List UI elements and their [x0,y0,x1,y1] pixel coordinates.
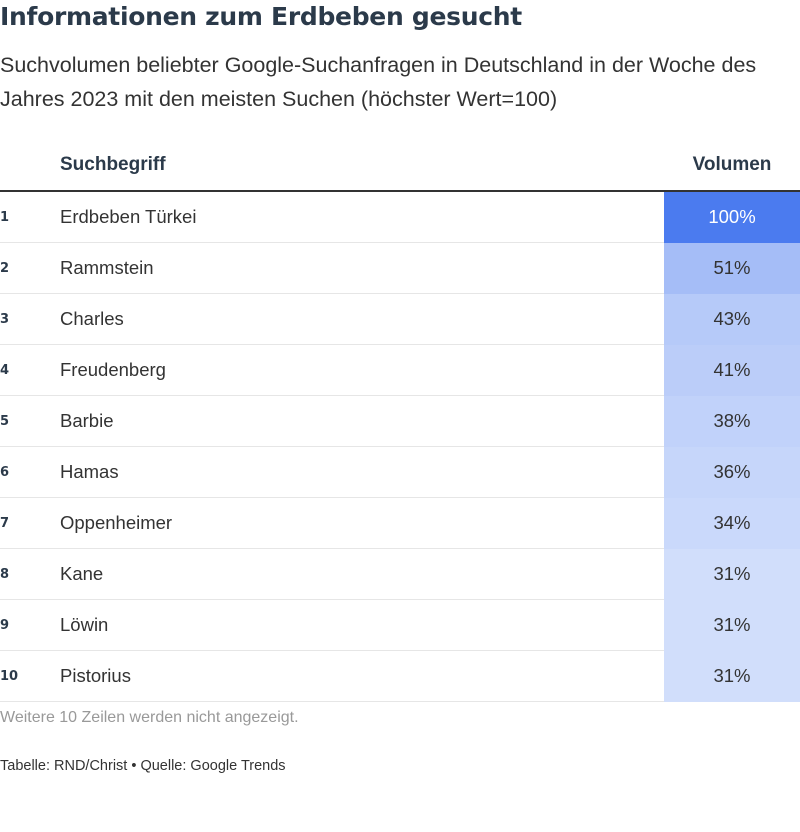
table-row: 9 Löwin 31% [0,599,800,651]
rank-cell: 8 [0,548,60,600]
search-term-cell: Oppenheimer [60,497,664,549]
search-term-cell: Charles [60,293,664,345]
volume-cell: 43% [664,293,800,345]
search-term-cell: Hamas [60,446,664,498]
volume-cell: 100% [664,191,800,243]
volume-cell: 31% [664,650,800,702]
volume-cell: 36% [664,446,800,498]
hidden-rows-note: Weitere 10 Zeilen werden nicht angezeigt… [0,709,299,726]
rank-cell: 4 [0,344,60,396]
column-header-term: Suchbegriff [60,140,664,192]
table-row: 2 Rammstein 51% [0,242,800,294]
rank-cell: 2 [0,242,60,294]
search-term-cell: Kane [60,548,664,600]
rank-cell: 3 [0,293,60,345]
table-body: 1 Erdbeben Türkei 100% 2 Rammstein 51% 3 Charle… [0,191,800,702]
table-header-row: Suchbegriff Volumen [0,140,800,192]
rank-cell: 6 [0,446,60,498]
rank-cell: 7 [0,497,60,549]
search-term-cell: Barbie [60,395,664,447]
search-term-cell: Freudenberg [60,344,664,396]
source-credit: Tabelle: RND/Christ • Quelle: Google Tre… [0,758,286,774]
search-term-cell: Erdbeben Türkei [60,191,664,243]
table-row: 4 Freudenberg 41% [0,344,800,396]
volume-cell: 31% [664,599,800,651]
rank-cell: 10 [0,650,60,702]
volume-cell: 41% [664,344,800,396]
search-term-cell: Löwin [60,599,664,651]
search-term-cell: Rammstein [60,242,664,294]
column-header-volume: Volumen [664,140,800,192]
table-row: 7 Oppenheimer 34% [0,497,800,549]
table-row: 10 Pistorius 31% [0,650,800,702]
table-row: 1 Erdbeben Türkei 100% [0,191,800,243]
volume-cell: 31% [664,548,800,600]
rank-cell: 9 [0,599,60,651]
table-row: 5 Barbie 38% [0,395,800,447]
search-term-cell: Pistorius [60,650,664,702]
volume-cell: 51% [664,242,800,294]
ranking-table: Suchbegriff Volumen 1 Erdbeben Türkei 100%… [0,140,800,702]
rank-cell: 5 [0,395,60,447]
volume-cell: 38% [664,395,800,447]
chart-subtitle: Suchvolumen beliebter Google-Suchanfrage… [0,53,757,111]
column-header-rank [0,140,60,192]
volume-cell: 34% [664,497,800,549]
rank-cell: 1 [0,191,60,243]
table-row: 6 Hamas 36% [0,446,800,498]
chart-title: Informationen zum Erdbeben gesucht [0,2,522,31]
table-row: 8 Kane 31% [0,548,800,600]
table-row: 3 Charles 43% [0,293,800,345]
